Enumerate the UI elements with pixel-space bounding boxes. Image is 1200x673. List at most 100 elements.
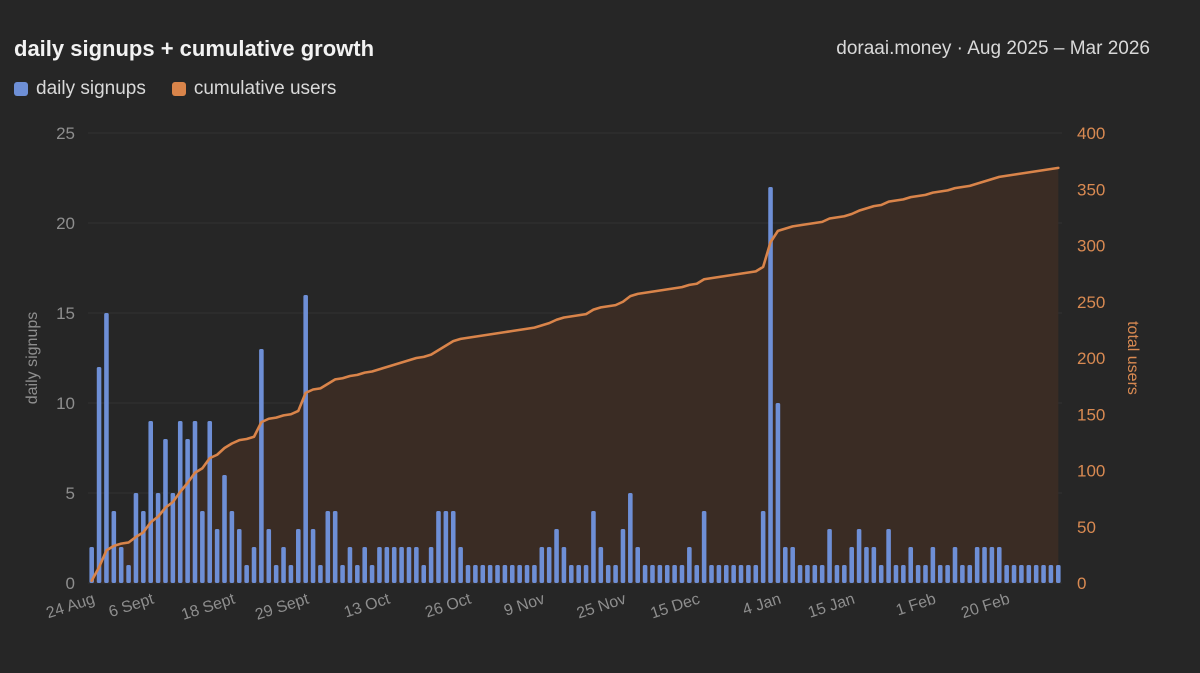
bar-daily-signups[interactable] <box>982 547 987 583</box>
bar-daily-signups[interactable] <box>679 565 685 583</box>
bar-daily-signups[interactable] <box>694 565 700 583</box>
bar-daily-signups[interactable] <box>945 565 950 583</box>
bar-daily-signups[interactable] <box>355 565 360 583</box>
bar-daily-signups[interactable] <box>960 565 965 583</box>
bar-daily-signups[interactable] <box>96 367 102 583</box>
bar-daily-signups[interactable] <box>421 565 427 583</box>
bar-daily-signups[interactable] <box>163 439 168 583</box>
bar-daily-signups[interactable] <box>1004 565 1009 583</box>
bar-daily-signups[interactable] <box>281 547 286 583</box>
bar-daily-signups[interactable] <box>878 565 884 583</box>
bar-daily-signups[interactable] <box>266 529 272 583</box>
bar-daily-signups[interactable] <box>192 421 198 583</box>
bar-daily-signups[interactable] <box>687 547 692 583</box>
bar-daily-signups[interactable] <box>310 529 316 583</box>
bar-daily-signups[interactable] <box>148 421 153 583</box>
bar-daily-signups[interactable] <box>222 475 227 583</box>
bar-daily-signups[interactable] <box>1041 565 1046 583</box>
bar-daily-signups[interactable] <box>996 547 1002 583</box>
bar-daily-signups[interactable] <box>1056 565 1061 583</box>
bar-daily-signups[interactable] <box>539 547 545 583</box>
bar-daily-signups[interactable] <box>768 187 773 583</box>
bar-daily-signups[interactable] <box>650 565 655 583</box>
bar-daily-signups[interactable] <box>620 529 626 583</box>
bar-daily-signups[interactable] <box>775 403 781 583</box>
bar-daily-signups[interactable] <box>864 547 869 583</box>
bar-daily-signups[interactable] <box>347 547 353 583</box>
bar-daily-signups[interactable] <box>849 547 854 583</box>
bar-daily-signups[interactable] <box>259 349 264 583</box>
bar-daily-signups[interactable] <box>177 421 183 583</box>
bar-daily-signups[interactable] <box>428 547 434 583</box>
bar-daily-signups[interactable] <box>856 529 862 583</box>
bar-daily-signups[interactable] <box>753 565 759 583</box>
bar-daily-signups[interactable] <box>657 565 663 583</box>
bar-daily-signups[interactable] <box>760 511 766 583</box>
bar-daily-signups[interactable] <box>273 565 279 583</box>
bar-daily-signups[interactable] <box>155 493 161 583</box>
bar-daily-signups[interactable] <box>318 565 323 583</box>
bar-daily-signups[interactable] <box>377 547 382 583</box>
bar-daily-signups[interactable] <box>664 565 670 583</box>
bar-daily-signups[interactable] <box>812 565 818 583</box>
bar-daily-signups[interactable] <box>229 511 235 583</box>
bar-daily-signups[interactable] <box>1011 565 1017 583</box>
bar-daily-signups[interactable] <box>509 565 515 583</box>
bar-daily-signups[interactable] <box>642 565 648 583</box>
bar-daily-signups[interactable] <box>524 565 530 583</box>
bar-daily-signups[interactable] <box>842 565 847 583</box>
bar-daily-signups[interactable] <box>569 565 574 583</box>
bar-daily-signups[interactable] <box>458 547 463 583</box>
bar-daily-signups[interactable] <box>1048 565 1054 583</box>
bar-daily-signups[interactable] <box>170 493 176 583</box>
bar-daily-signups[interactable] <box>554 529 559 583</box>
bar-daily-signups[interactable] <box>598 547 604 583</box>
bar-daily-signups[interactable] <box>325 511 331 583</box>
bar-daily-signups[interactable] <box>974 547 980 583</box>
bar-daily-signups[interactable] <box>487 565 493 583</box>
bar-daily-signups[interactable] <box>340 565 345 583</box>
bar-daily-signups[interactable] <box>332 511 338 583</box>
bar-daily-signups[interactable] <box>613 565 618 583</box>
bar-daily-signups[interactable] <box>141 511 146 583</box>
bar-daily-signups[interactable] <box>952 547 958 583</box>
bar-daily-signups[interactable] <box>716 565 722 583</box>
bar-daily-signups[interactable] <box>465 565 471 583</box>
bar-daily-signups[interactable] <box>901 565 906 583</box>
bar-daily-signups[interactable] <box>834 565 840 583</box>
bar-daily-signups[interactable] <box>937 565 943 583</box>
bar-daily-signups[interactable] <box>362 547 367 583</box>
bar-daily-signups[interactable] <box>797 565 803 583</box>
bar-daily-signups[interactable] <box>185 439 190 583</box>
bar-daily-signups[interactable] <box>104 313 109 583</box>
bar-daily-signups[interactable] <box>391 547 397 583</box>
bar-daily-signups[interactable] <box>886 529 891 583</box>
bar-daily-signups[interactable] <box>251 547 257 583</box>
bar-daily-signups[interactable] <box>930 547 936 583</box>
bar-daily-signups[interactable] <box>915 565 921 583</box>
bar-daily-signups[interactable] <box>303 295 308 583</box>
bar-daily-signups[interactable] <box>200 511 205 583</box>
bar-daily-signups[interactable] <box>436 511 441 583</box>
bar-daily-signups[interactable] <box>495 565 500 583</box>
bar-daily-signups[interactable] <box>480 565 486 583</box>
bar-daily-signups[interactable] <box>244 565 249 583</box>
bar-daily-signups[interactable] <box>450 511 456 583</box>
bar-daily-signups[interactable] <box>296 529 301 583</box>
bar-daily-signups[interactable] <box>893 565 899 583</box>
bar-daily-signups[interactable] <box>1019 565 1024 583</box>
legend-item-cumulative-users[interactable]: cumulative users <box>171 78 336 100</box>
bar-daily-signups[interactable] <box>473 565 478 583</box>
bar-daily-signups[interactable] <box>783 547 788 583</box>
bar-daily-signups[interactable] <box>236 529 242 583</box>
bar-daily-signups[interactable] <box>406 547 412 583</box>
bar-daily-signups[interactable] <box>827 529 832 583</box>
bar-daily-signups[interactable] <box>583 565 589 583</box>
bar-daily-signups[interactable] <box>967 565 973 583</box>
bar-daily-signups[interactable] <box>672 565 677 583</box>
bar-daily-signups[interactable] <box>819 565 825 583</box>
bar-daily-signups[interactable] <box>532 565 537 583</box>
bar-daily-signups[interactable] <box>605 565 611 583</box>
bar-daily-signups[interactable] <box>989 547 995 583</box>
bar-daily-signups[interactable] <box>369 565 375 583</box>
